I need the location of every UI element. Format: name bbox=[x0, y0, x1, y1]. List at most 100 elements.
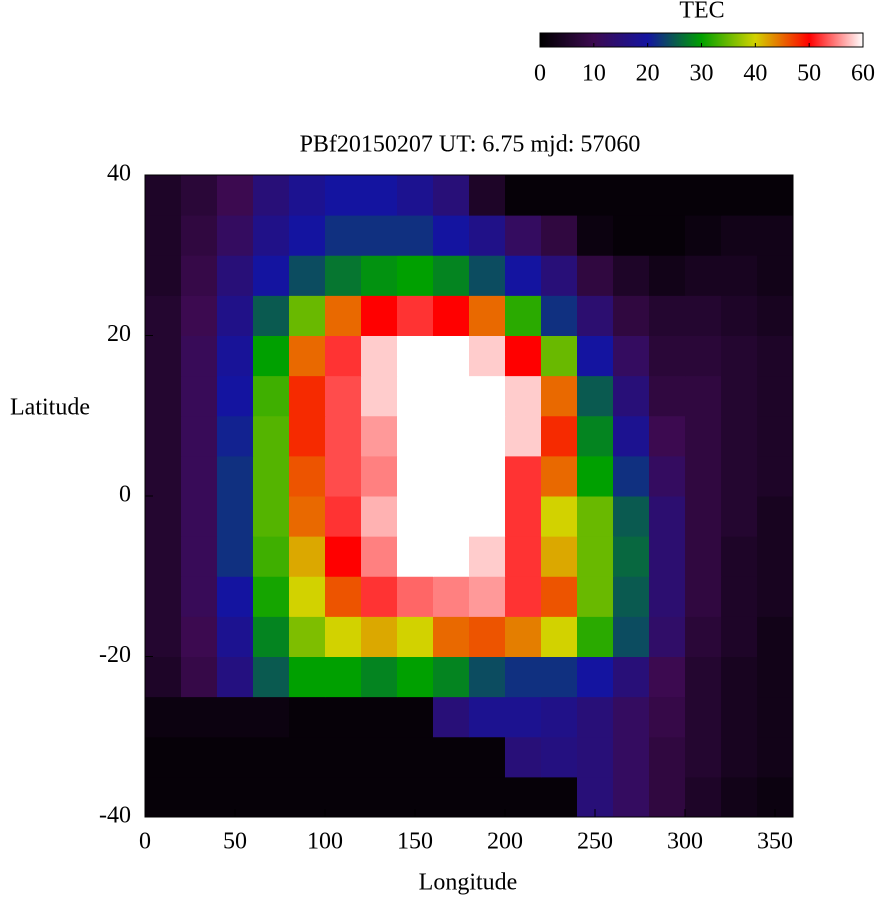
heat-cell bbox=[253, 616, 290, 657]
heat-cell bbox=[613, 656, 650, 698]
heat-cell bbox=[721, 215, 758, 256]
heat-cell bbox=[433, 415, 470, 457]
heat-cell bbox=[613, 696, 650, 738]
heat-cell bbox=[469, 696, 506, 738]
heat-cell bbox=[505, 616, 542, 657]
heat-cell bbox=[721, 175, 758, 216]
heat-cell bbox=[397, 215, 434, 256]
heat-cell bbox=[397, 415, 434, 457]
heat-cell bbox=[289, 616, 326, 657]
heat-cell bbox=[289, 536, 326, 577]
heat-cell bbox=[253, 215, 290, 256]
heat-cell bbox=[289, 175, 326, 216]
heat-cell bbox=[721, 496, 758, 537]
heat-cell bbox=[469, 496, 506, 537]
heat-cell bbox=[145, 335, 182, 377]
heat-cell bbox=[325, 496, 362, 537]
heat-cell bbox=[361, 295, 398, 336]
heat-cell bbox=[469, 295, 506, 336]
heat-cell bbox=[757, 255, 794, 296]
heat-cell bbox=[325, 536, 362, 577]
heat-cell bbox=[541, 335, 578, 377]
heat-cell bbox=[577, 335, 614, 377]
heat-cell bbox=[253, 576, 290, 617]
heat-cell bbox=[181, 295, 218, 336]
heat-cell bbox=[541, 415, 578, 457]
heat-cell bbox=[217, 255, 254, 296]
heat-cell bbox=[505, 536, 542, 577]
heat-cell bbox=[685, 255, 722, 296]
x-tick-label: 200 bbox=[487, 829, 523, 855]
heat-cell bbox=[145, 255, 182, 296]
heat-cell bbox=[721, 455, 758, 497]
colorbar-title: TEC bbox=[679, 0, 724, 24]
heat-cell bbox=[397, 736, 434, 778]
x-tick-label: 0 bbox=[139, 829, 151, 855]
heat-cell bbox=[361, 696, 398, 738]
heat-cell bbox=[505, 335, 542, 377]
heat-cell bbox=[289, 255, 326, 296]
heat-cell bbox=[505, 736, 542, 778]
x-tick-label: 100 bbox=[307, 829, 343, 855]
heat-cell bbox=[253, 696, 290, 738]
heat-cell bbox=[649, 576, 686, 617]
x-tick-label: 50 bbox=[223, 829, 247, 855]
colorbar-tick-label: 30 bbox=[690, 61, 714, 87]
heat-cell bbox=[685, 736, 722, 778]
heat-cell bbox=[469, 335, 506, 377]
heat-cell bbox=[289, 215, 326, 256]
heat-cell bbox=[721, 255, 758, 296]
heat-cell bbox=[217, 616, 254, 657]
heat-cell bbox=[613, 415, 650, 457]
heat-cell bbox=[541, 496, 578, 537]
heat-cell bbox=[577, 215, 614, 256]
heat-cell bbox=[757, 175, 794, 216]
heat-cell bbox=[145, 455, 182, 497]
heat-cell bbox=[649, 455, 686, 497]
heat-cell bbox=[685, 536, 722, 577]
heat-cell bbox=[145, 656, 182, 698]
heat-cell bbox=[757, 616, 794, 657]
heat-cell bbox=[433, 215, 470, 256]
heat-cell bbox=[469, 415, 506, 457]
heat-cell bbox=[577, 255, 614, 296]
heat-cell bbox=[541, 656, 578, 698]
heat-cell bbox=[685, 496, 722, 537]
heat-cell bbox=[145, 536, 182, 577]
heat-cell bbox=[325, 335, 362, 377]
heat-cell bbox=[721, 776, 758, 818]
heat-cell bbox=[289, 455, 326, 497]
heat-cell bbox=[613, 455, 650, 497]
colorbar-tick-label: 0 bbox=[534, 61, 546, 87]
heat-cell bbox=[253, 255, 290, 296]
heat-cell bbox=[577, 536, 614, 577]
heat-cell bbox=[469, 736, 506, 778]
heat-cell bbox=[469, 175, 506, 216]
heat-cell bbox=[289, 576, 326, 617]
heat-cell bbox=[433, 295, 470, 336]
heat-cell bbox=[469, 616, 506, 657]
heat-cell bbox=[469, 776, 506, 818]
heat-cell bbox=[325, 696, 362, 738]
heat-cell bbox=[613, 536, 650, 577]
heat-cell bbox=[145, 736, 182, 778]
colorbar-tick-label: 40 bbox=[743, 61, 767, 87]
heat-cell bbox=[361, 335, 398, 377]
x-tick-label: 350 bbox=[757, 829, 793, 855]
heat-cell bbox=[433, 536, 470, 577]
heat-cell bbox=[253, 335, 290, 377]
heat-cell bbox=[253, 415, 290, 457]
heat-cell bbox=[217, 496, 254, 537]
heat-cell bbox=[181, 455, 218, 497]
heat-cell bbox=[577, 656, 614, 698]
heat-cell bbox=[721, 696, 758, 738]
heat-cell bbox=[613, 496, 650, 537]
heat-cell bbox=[577, 375, 614, 417]
heat-cell bbox=[757, 496, 794, 537]
heat-cell bbox=[721, 616, 758, 657]
heat-cell bbox=[541, 175, 578, 216]
heat-cell bbox=[721, 736, 758, 778]
heat-cell bbox=[361, 576, 398, 617]
heat-cell bbox=[217, 536, 254, 577]
heat-cell bbox=[325, 175, 362, 216]
